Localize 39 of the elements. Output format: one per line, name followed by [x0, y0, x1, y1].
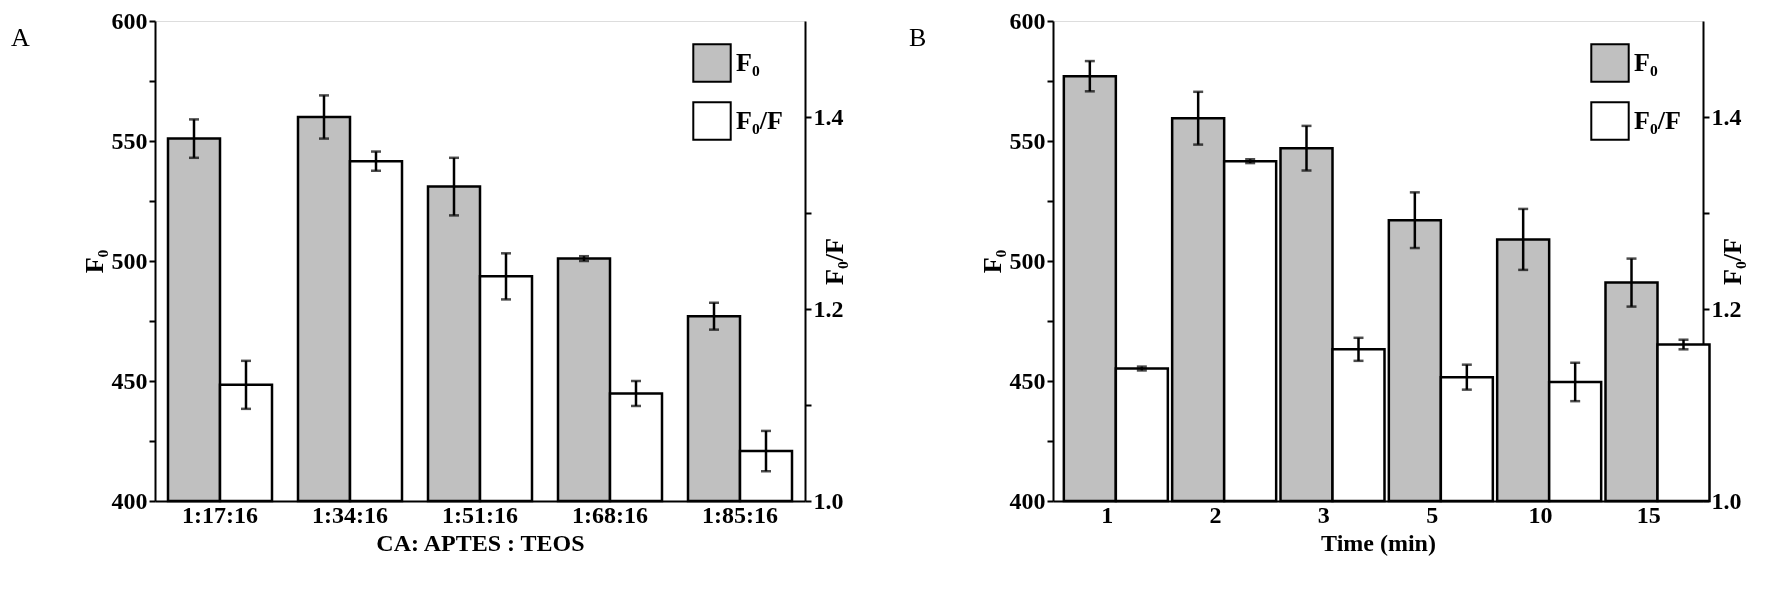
x-tick-label: 3 [1317, 501, 1330, 528]
y-tick-label: 400 [111, 487, 148, 514]
legend-label: F₀ [1634, 48, 1658, 77]
text: B [909, 23, 927, 52]
text: A [11, 23, 30, 52]
x-tick-label: 15 [1636, 501, 1661, 528]
y2-tick-label: 1.0 [813, 487, 844, 514]
y-tick-label: 600 [1009, 7, 1046, 34]
x-axis-title: Time (min) [1321, 529, 1436, 556]
x-tick-label: 1 [1101, 501, 1114, 528]
x-tick-label: 10 [1528, 501, 1553, 528]
y-tick-label: 500 [111, 247, 148, 274]
y2-tick-label: 1.2 [813, 295, 844, 322]
y2-tick-label: 1.4 [1711, 103, 1742, 130]
x-tick-label: 1:68:16 [572, 501, 648, 528]
y-axis-title: F₀ [977, 249, 1007, 274]
x-tick-label: 1:34:16 [312, 501, 388, 528]
y-tick-label: 550 [111, 127, 148, 154]
y-tick-label: 550 [1009, 127, 1046, 154]
legend-label: F₀/F [1634, 106, 1681, 135]
y2-tick-label: 1.2 [1711, 295, 1742, 322]
y-tick-label: 400 [1009, 487, 1046, 514]
x-tick-label: 1:17:16 [182, 501, 258, 528]
y-tick-label: 600 [111, 7, 148, 34]
legend-label: F₀ [736, 48, 760, 77]
y-axis-title: F₀ [79, 249, 109, 274]
y2-tick-label: 1.0 [1711, 487, 1742, 514]
x-tick-label: 1:85:16 [702, 501, 778, 528]
y-tick-label: 500 [1009, 247, 1046, 274]
x-tick-label: 2 [1209, 501, 1222, 528]
y2-tick-label: 1.4 [813, 103, 844, 130]
legend-label: F₀/F [736, 106, 783, 135]
x-tick-label: 5 [1426, 501, 1439, 528]
y-tick-label: 450 [1009, 367, 1046, 394]
x-axis-title: CA: APTES : TEOS [376, 529, 585, 556]
y2-axis-title: F₀/F [1717, 238, 1747, 285]
y-tick-label: 450 [111, 367, 148, 394]
x-tick-label: 1:51:16 [442, 501, 518, 528]
y2-axis-title: F₀/F [819, 238, 849, 285]
